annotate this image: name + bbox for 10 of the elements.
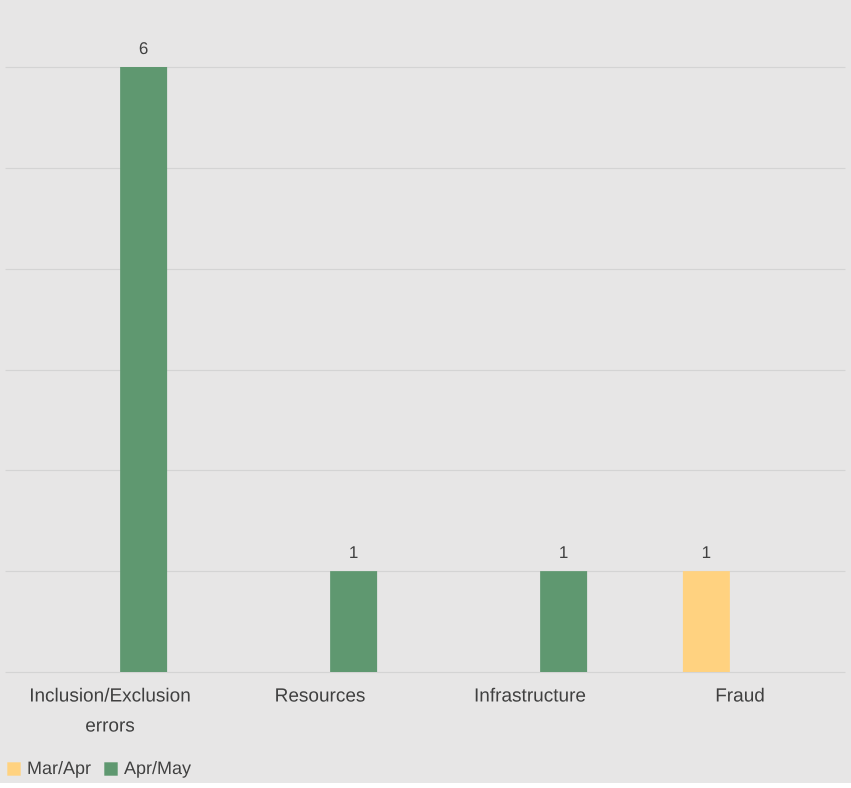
x-tick-label: Inclusion/Exclusion errors <box>29 686 191 736</box>
legend-label: Apr/May <box>124 758 192 778</box>
data-label: 1 <box>558 543 568 562</box>
x-tick-label: Infrastructure <box>474 686 586 706</box>
data-label: 1 <box>348 543 358 562</box>
x-tick-label: Resources <box>274 686 366 706</box>
data-label: 6 <box>138 39 148 58</box>
data-label: 1 <box>702 543 712 562</box>
legend-label: Mar/Apr <box>27 758 92 778</box>
x-tick-label: Fraud <box>715 686 765 706</box>
